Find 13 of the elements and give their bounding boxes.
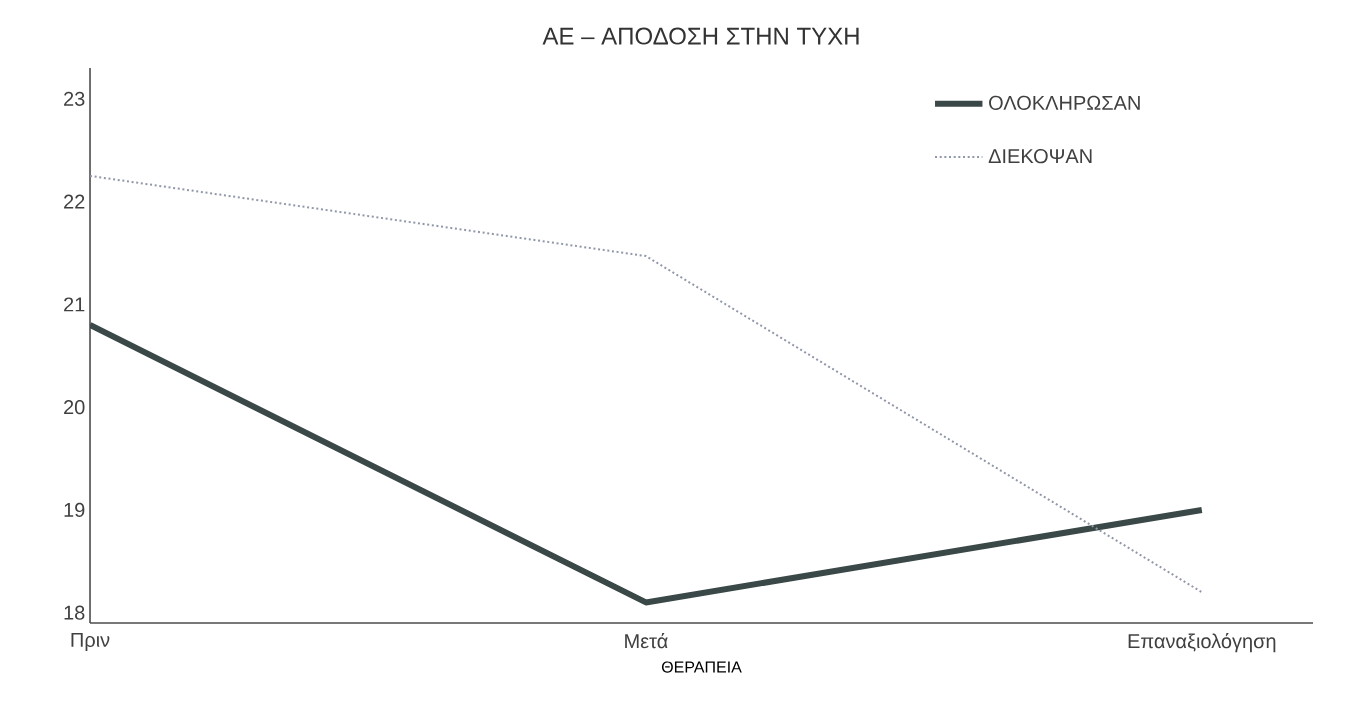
legend-label: ΔΙΕΚΟΨΑΝ: [988, 149, 1092, 164]
y-tick-label: 21: [64, 297, 85, 312]
legend-label: ΟΛΟΚΛΗΡΩΣΑΝ: [989, 95, 1140, 110]
y-tick-label: 19: [64, 502, 85, 517]
y-tick-label: 18: [64, 605, 85, 620]
y-tick-label: 23: [64, 91, 85, 106]
x-tick-label: Επαναξιολόγηση: [1128, 633, 1276, 653]
chart-title: ΑΕ – ΑΠΟΔΟΣΗ ΣΤΗΝ ΤΥΧΗ: [542, 27, 859, 45]
x-tick-label: Πριν: [71, 633, 110, 651]
y-tick-label: 22: [64, 194, 85, 209]
x-axis-title: ΘΕΡΑΠΕΙΑ: [661, 661, 742, 673]
x-tick-label: Μετά: [625, 633, 668, 649]
y-tick-label: 20: [64, 400, 85, 415]
